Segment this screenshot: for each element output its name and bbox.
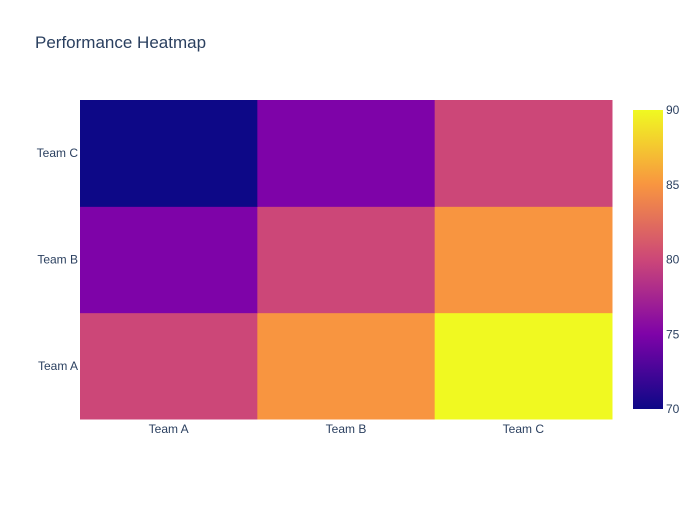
colorbar-tick-label: 75 [666, 327, 680, 341]
colorbar-tick-label: 70 [666, 402, 680, 416]
heatmap-cell-2-3 [434, 206, 613, 314]
y-tick-label: Team A [38, 359, 78, 373]
heatmap-cell-3-2 [257, 100, 436, 207]
heatmap-cells [80, 100, 613, 420]
colorbar-tick-label: 90 [666, 103, 680, 117]
y-tick-label: Team B [37, 253, 78, 267]
heatmap-cell-3-1 [80, 100, 258, 207]
x-tick-label: Team A [149, 422, 189, 436]
x-tick-label: Team C [503, 422, 545, 436]
heatmap-cell-2-1 [80, 206, 258, 314]
colorbar-tick-label: 80 [666, 253, 680, 267]
x-tick-label: Team B [326, 422, 367, 436]
heatmap-cell-2-2 [257, 206, 436, 314]
heatmap-cell-1-2 [257, 312, 436, 420]
colorbar-tick-label: 85 [666, 178, 680, 192]
colorbar-gradient [633, 110, 663, 409]
y-axis-ticks: Team A Team B Team C [37, 146, 79, 373]
x-axis-ticks: Team A Team B Team C [149, 422, 545, 436]
y-tick-label: Team C [37, 146, 79, 160]
heatmap-cell-3-3 [434, 100, 613, 207]
colorbar: 70 75 80 85 90 [633, 103, 680, 416]
chart-title: Performance Heatmap [35, 33, 207, 52]
heatmap-cell-1-3 [434, 312, 613, 420]
heatmap-cell-1-1 [80, 312, 258, 420]
